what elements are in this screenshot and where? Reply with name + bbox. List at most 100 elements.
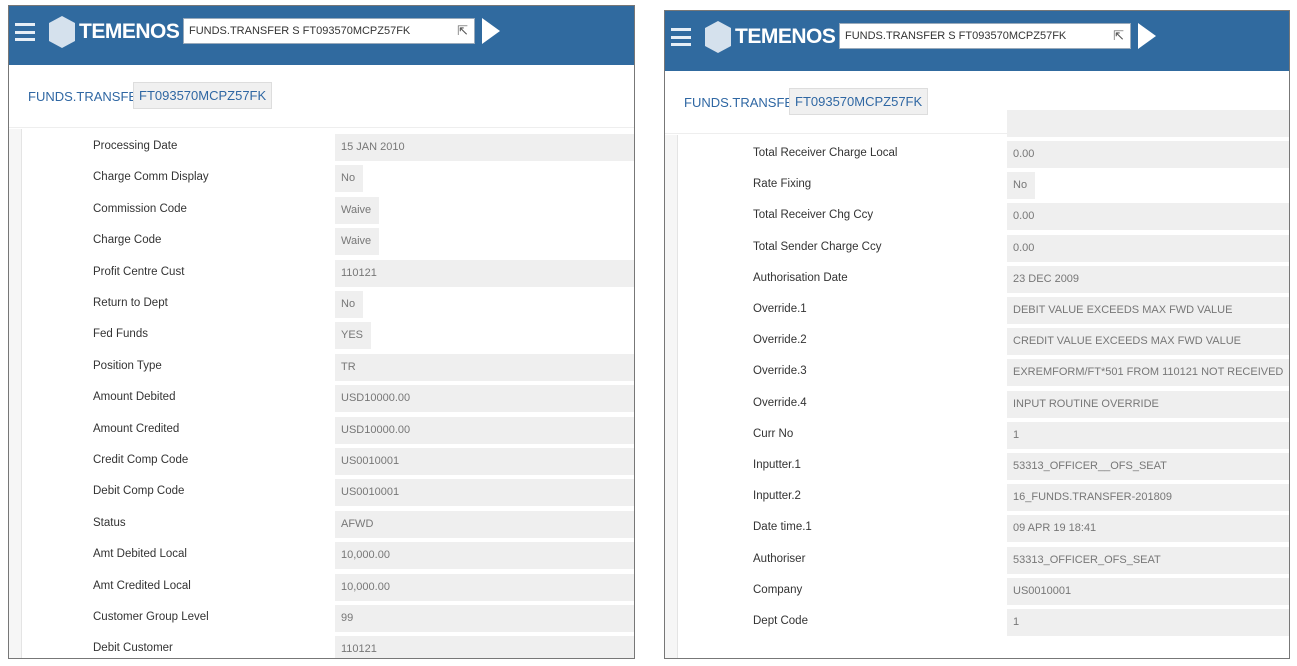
field-label: Override.2 (753, 334, 807, 347)
expand-arrow-icon[interactable]: ⇱ (457, 23, 468, 38)
field-label: Debit Customer (93, 642, 173, 655)
field-row: Debit Customer 110121 (22, 636, 634, 658)
field-row: Override.3 EXREMFORM/FT*501 FROM 110121 N… (678, 359, 1289, 387)
field-row: Credit Comp Code US0010001 (22, 448, 634, 475)
field-label: Return to Dept (93, 297, 168, 309)
breadcrumb-app-link[interactable]: FUNDS.TRANSFER (684, 95, 803, 110)
expand-arrow-icon[interactable]: ⇱ (1113, 28, 1124, 43)
field-label: Inputter.1 (753, 459, 801, 471)
field-label: Amt Debited Local (93, 548, 187, 561)
field-row-partial (678, 109, 1289, 137)
field-label: Charge Comm Display (93, 171, 209, 184)
field-value: 53313_OFFICER__OFS_SEAT (1007, 453, 1289, 480)
field-label: Company (753, 583, 803, 596)
field-label: Status (93, 516, 126, 529)
field-row: Profit Centre Cust 110121 (22, 259, 634, 287)
temenos-logo-icon (49, 16, 75, 48)
screen-left: TEMENOS FUNDS.TRANSFER S FT093570MCPZ57F… (8, 5, 635, 659)
field-row: Total Sender Charge Ccy 0.00 (678, 234, 1289, 262)
field-label: Debit Comp Code (93, 485, 185, 498)
field-label: Inputter.2 (753, 490, 801, 503)
field-label: Authorisation Date (753, 271, 848, 284)
field-value: 110121 (335, 259, 634, 287)
command-input[interactable]: FUNDS.TRANSFER S FT093570MCPZ57FK ⇱ (839, 23, 1131, 49)
field-label: Total Sender Charge Ccy (753, 240, 882, 253)
field-row: Debit Comp Code US0010001 (22, 479, 634, 507)
field-value: EXREMFORM/FT*501 FROM 110121 NOT RECEIVE… (1007, 359, 1289, 387)
temenos-logo: TEMENOS (705, 21, 836, 53)
field-value: No (335, 291, 364, 318)
field-row: Amount Credited USD10000.00 (22, 416, 634, 444)
field-row: Override.2 CREDIT VALUE EXCEEDS MAX FWD V… (678, 328, 1289, 356)
breadcrumb-record-tab[interactable]: FT093570MCPZ57FK (789, 88, 929, 115)
field-value: DEBIT VALUE EXCEEDS MAX FWD VALUE (1007, 297, 1289, 324)
field-row: Amount Debited USD10000.00 (22, 385, 634, 413)
field-value: No (335, 165, 364, 193)
field-value: 09 APR 19 18:41 (1007, 515, 1289, 543)
field-value: YES (335, 322, 372, 350)
field-row: Commission Code Waive (22, 196, 634, 224)
hamburger-menu-icon[interactable] (15, 23, 35, 41)
field-row: Charge Comm Display No (22, 165, 634, 193)
field-value (1007, 109, 1289, 137)
play-run-icon[interactable] (1138, 23, 1156, 49)
field-value: 10,000.00 (335, 573, 634, 601)
breadcrumb: FUNDS.TRANSFER FT093570MCPZ57FK (665, 71, 1289, 134)
field-value: 16_FUNDS.TRANSFER-201809 (1007, 484, 1289, 512)
field-label: Authoriser (753, 552, 806, 565)
temenos-logo-icon (705, 21, 731, 53)
field-label: Override.3 (753, 365, 807, 378)
hamburger-menu-icon[interactable] (671, 28, 691, 46)
play-run-icon[interactable] (482, 18, 500, 44)
field-row: Return to Dept No (22, 291, 634, 318)
field-label: Dept Code (753, 615, 808, 627)
field-row: Rate Fixing No (678, 172, 1289, 200)
field-row: Amt Credited Local 10,000.00 (22, 573, 634, 601)
field-label: Customer Group Level (93, 611, 209, 623)
field-label: Override.4 (753, 396, 807, 409)
record-body: Total Receiver Charge Local 0.00 Rate Fixi… (665, 109, 1289, 658)
field-value: USD10000.00 (335, 416, 634, 444)
breadcrumb-app-link[interactable]: FUNDS.TRANSFER (28, 89, 147, 104)
field-row: Total Receiver Chg Ccy 0.00 (678, 203, 1289, 231)
field-label: Amount Debited (93, 391, 176, 404)
field-label: Rate Fixing (753, 178, 812, 191)
field-label: Curr No (753, 427, 794, 440)
record-body: Processing Date 15 JAN 2010 Charge Comm Di… (9, 129, 634, 658)
field-row: Authoriser 53313_OFFICER_OFS_SEAT (678, 546, 1289, 574)
field-value: 1 (1007, 609, 1289, 636)
command-input[interactable]: FUNDS.TRANSFER S FT093570MCPZ57FK ⇱ (183, 18, 475, 44)
field-value: Waive (335, 196, 380, 224)
field-label: Profit Centre Cust (93, 265, 185, 278)
brand-name: TEMENOS (79, 20, 180, 43)
field-row: Curr No 1 (678, 421, 1289, 449)
field-value: US0010001 (1007, 577, 1289, 605)
field-label: Position Type (93, 359, 162, 372)
field-label: Commission Code (93, 202, 187, 215)
field-value: CREDIT VALUE EXCEEDS MAX FWD VALUE (1007, 328, 1289, 356)
brand-name: TEMENOS (735, 25, 836, 48)
field-label: Amount Credited (93, 422, 180, 435)
screen-right: TEMENOS FUNDS.TRANSFER S FT093570MCPZ57F… (664, 10, 1290, 659)
field-row: Customer Group Level 99 (22, 605, 634, 632)
field-row: Override.1 DEBIT VALUE EXCEEDS MAX FWD VA… (678, 297, 1289, 324)
field-label: Total Receiver Charge Local (753, 147, 898, 159)
field-row: Dept Code 1 (678, 609, 1289, 636)
breadcrumb-record-tab[interactable]: FT093570MCPZ57FK (133, 82, 273, 109)
field-list: Total Receiver Charge Local 0.00 Rate Fixi… (677, 109, 1289, 658)
field-label: Date time.1 (753, 521, 812, 534)
field-row: Override.4 INPUT ROUTINE OVERRIDE (678, 390, 1289, 418)
field-value: TR (335, 353, 634, 381)
command-text: FUNDS.TRANSFER S FT093570MCPZ57FK (189, 25, 411, 37)
field-label: Amt Credited Local (93, 579, 191, 592)
field-value: Waive (335, 228, 380, 256)
field-label: Charge Code (93, 234, 162, 247)
top-bar: TEMENOS FUNDS.TRANSFER S FT093570MCPZ57F… (665, 11, 1289, 71)
field-row: Date time.1 09 APR 19 18:41 (678, 515, 1289, 543)
field-value: 10,000.00 (335, 542, 634, 570)
field-value: USD10000.00 (335, 385, 634, 413)
field-row: Inputter.2 16_FUNDS.TRANSFER-201809 (678, 484, 1289, 512)
temenos-logo: TEMENOS (49, 16, 180, 48)
field-value: 0.00 (1007, 234, 1289, 262)
field-row: Position Type TR (22, 353, 634, 381)
